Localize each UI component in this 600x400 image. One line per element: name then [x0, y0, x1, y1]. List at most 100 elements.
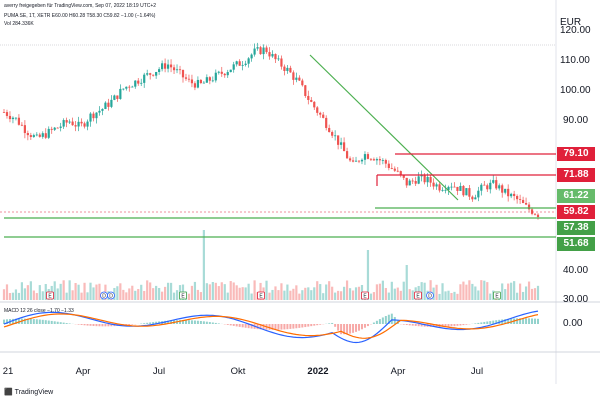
volume-bar: [232, 282, 235, 300]
candle-body: [325, 117, 328, 128]
volume-bar: [375, 284, 379, 300]
volume-bar: [259, 282, 262, 300]
macd-histogram-bar: [199, 321, 202, 324]
macd-histogram-bar: [47, 320, 50, 324]
candle-body: [62, 120, 65, 127]
volume-bar: [62, 280, 65, 300]
candle-body: [214, 72, 217, 81]
currency-label[interactable]: EUR: [560, 17, 582, 28]
candle-body: [471, 196, 474, 200]
last-price-tag[interactable]: 59.82: [557, 205, 595, 219]
macd-histogram-bar: [247, 324, 250, 329]
macd-histogram-bar: [56, 321, 59, 324]
macd-histogram-bar: [38, 319, 41, 324]
candle-body: [158, 69, 161, 72]
candle-body: [527, 204, 531, 210]
macd-histogram-bar: [98, 324, 101, 327]
candle-body: [104, 102, 107, 109]
macd-zero-tick: 0.00: [563, 318, 583, 329]
candle-body: [23, 125, 26, 134]
volume-bar: [11, 292, 15, 300]
event-marker: E: [493, 291, 501, 300]
candle-body: [396, 170, 399, 172]
level-tag-52[interactable]: 51.68: [557, 237, 595, 251]
candle-body: [438, 184, 441, 191]
volume-bar: [98, 283, 101, 300]
svg-text:E: E: [181, 294, 185, 300]
macd-histogram-bar: [298, 324, 301, 328]
downtrend-line[interactable]: [309, 54, 459, 201]
x-tick-jul-2022: Jul: [470, 366, 484, 377]
volume-bar: [158, 287, 161, 300]
macd-histogram-bar: [68, 323, 71, 324]
volume-bar: [468, 280, 471, 300]
macd-histogram-bar: [387, 314, 390, 324]
volume-bar: [134, 290, 137, 300]
level-tag-57[interactable]: 57.38: [557, 221, 595, 235]
candle-body: [524, 203, 528, 205]
candle-body: [462, 185, 465, 196]
volume-bar: [441, 283, 444, 300]
signal-line: [3, 313, 539, 339]
macd-histogram-bar: [59, 322, 62, 324]
volume-bar: [348, 288, 352, 300]
macd-histogram-bar: [53, 321, 56, 324]
candle-body: [492, 180, 495, 183]
volume-bar: [533, 288, 537, 300]
macd-histogram-bar: [110, 324, 113, 327]
volume-bar: [507, 283, 510, 300]
candle-body: [229, 69, 232, 73]
svg-text:E: E: [48, 294, 52, 300]
volume-bar: [322, 293, 325, 300]
macd-histogram-bar: [187, 320, 190, 324]
candle-body: [244, 63, 247, 65]
event-marker: E: [361, 291, 369, 300]
macd-histogram-bar: [101, 324, 104, 327]
macd-line: [3, 310, 539, 344]
candle-body: [342, 142, 346, 152]
macd-histogram-bar: [307, 324, 310, 327]
macd-histogram-bar: [462, 324, 465, 326]
volume-bar: [292, 288, 295, 300]
macd-histogram-bar: [516, 318, 519, 324]
volume-bar: [283, 290, 286, 300]
macd-histogram-bar: [402, 324, 405, 325]
candle-body: [498, 185, 501, 189]
level-tag-79[interactable]: 79.10: [557, 147, 595, 161]
tradingview-logo[interactable]: ⬛ TradingView: [4, 388, 53, 396]
macd-histogram-bar: [411, 324, 414, 326]
candle-body: [432, 182, 435, 187]
candle-body: [152, 74, 155, 76]
candle-body: [489, 182, 492, 190]
macd-histogram-bar: [408, 324, 411, 326]
logo-text: TradingView: [14, 389, 54, 396]
volume-bar: [471, 283, 474, 300]
volume-bar: [372, 292, 376, 300]
macd-histogram-bar: [477, 322, 480, 324]
macd-histogram-bar: [450, 324, 453, 327]
macd-histogram-bar: [80, 324, 83, 325]
macd-histogram-bar: [417, 324, 420, 327]
candle-body: [510, 193, 513, 197]
volume-bar: [504, 289, 507, 300]
event-marker: D: [426, 291, 434, 300]
volume-bar: [241, 287, 244, 300]
volume-bar: [131, 285, 134, 300]
macd-histogram-bar: [235, 324, 238, 327]
candle-body: [14, 117, 18, 119]
candle-body: [405, 177, 408, 186]
volume-bar: [399, 290, 402, 300]
volume-bar: [143, 290, 146, 300]
macd-histogram-bar: [5, 319, 8, 324]
candle-body: [169, 64, 173, 68]
level-tag-61[interactable]: 61.22: [557, 189, 595, 203]
symbol-info[interactable]: PUMA SE, 1T, XETR E60.00 H60.28 T58.30 C…: [4, 13, 156, 19]
level-tag-72[interactable]: 71.88: [557, 168, 595, 182]
volume-bar: [20, 282, 23, 300]
candle-body: [83, 123, 86, 127]
volume-bar: [307, 287, 310, 300]
volume-bar: [116, 286, 119, 300]
macd-histogram-bar: [352, 324, 355, 333]
volume-bar: [155, 285, 158, 300]
